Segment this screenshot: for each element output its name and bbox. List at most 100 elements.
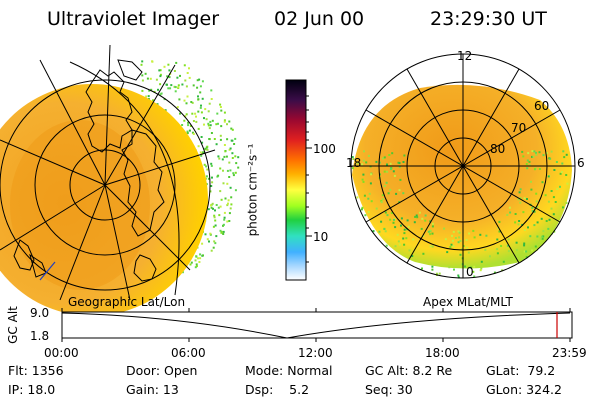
mag-noise-dot bbox=[372, 230, 375, 233]
mlt-label-6: 6 bbox=[577, 156, 585, 170]
mag-noise-dot bbox=[431, 268, 434, 271]
mag-noise-dot bbox=[362, 173, 365, 176]
mag-noise-dot bbox=[539, 237, 542, 240]
altitude-ytick-max: 9.0 bbox=[30, 306, 50, 320]
mag-noise-dot bbox=[375, 207, 378, 210]
geo-noise-dot bbox=[186, 95, 189, 98]
mlat-label-60: 60 bbox=[534, 99, 550, 113]
geo-noise-dot bbox=[222, 182, 225, 185]
geo-noise-dot bbox=[202, 151, 205, 154]
mag-noise-dot bbox=[565, 153, 568, 156]
mag-noise-dot bbox=[449, 246, 452, 248]
geo-noise-dot bbox=[234, 155, 237, 158]
geo-coast-blue bbox=[39, 261, 56, 281]
mag-noise-dot bbox=[431, 245, 434, 248]
mag-noise-dot bbox=[518, 220, 521, 222]
altitude-xtick-2359: 23:59 bbox=[552, 346, 587, 360]
altitude-xtick-1200: 12:00 bbox=[298, 346, 333, 360]
geo-noise-dot bbox=[230, 196, 233, 199]
mag-noise-dot bbox=[431, 222, 434, 225]
mag-noise-dot bbox=[383, 170, 386, 173]
geo-noise-dot bbox=[231, 157, 234, 159]
mag-noise-dot bbox=[521, 150, 524, 153]
geo-noise-dot bbox=[232, 172, 235, 175]
mag-noise-dot bbox=[362, 180, 365, 183]
color-scale-frame bbox=[285, 79, 307, 281]
mag-noise-dot bbox=[356, 162, 359, 165]
geo-noise-dot bbox=[204, 147, 207, 150]
geo-noise-dot bbox=[196, 86, 199, 89]
geo-noise-dot bbox=[159, 75, 162, 78]
geo-noise-dot bbox=[192, 133, 195, 135]
mag-noise-dot bbox=[515, 249, 518, 252]
mag-noise-dot bbox=[392, 221, 395, 224]
geo-noise-dot bbox=[206, 238, 209, 241]
mag-noise-dot bbox=[396, 233, 399, 236]
mag-noise-dot bbox=[356, 196, 359, 199]
info-dsp: Dsp: 5.2 bbox=[245, 382, 310, 397]
mag-noise-dot bbox=[388, 154, 391, 156]
mag-noise-dot bbox=[406, 219, 409, 222]
mag-noise-dot bbox=[370, 173, 372, 176]
geo-noise-dot bbox=[222, 223, 225, 226]
geo-noise-dot bbox=[179, 112, 181, 115]
geo-noise-dot bbox=[174, 90, 177, 93]
mag-noise-dot bbox=[459, 240, 462, 242]
mag-noise-dot bbox=[509, 211, 512, 214]
geo-noise-dot bbox=[211, 176, 213, 179]
geo-noise-dot bbox=[141, 60, 144, 63]
mag-noise-dot bbox=[438, 272, 441, 275]
mag-noise-dot bbox=[559, 185, 561, 188]
mag-noise-dot bbox=[525, 163, 528, 165]
mag-noise-dot bbox=[535, 153, 538, 156]
geo-noise-dot bbox=[199, 85, 202, 88]
geo-noise-dot bbox=[218, 214, 221, 217]
geo-noise-dot bbox=[211, 202, 214, 205]
geo-noise-dot bbox=[183, 99, 186, 102]
mag-noise-dot bbox=[453, 268, 455, 271]
geo-noise-dot bbox=[195, 263, 198, 266]
geo-noise-dot bbox=[220, 125, 223, 128]
geo-noise-dot bbox=[229, 207, 232, 210]
mag-noise-dot bbox=[394, 226, 397, 229]
mag-mlt-grid bbox=[351, 54, 575, 278]
geo-noise-dot bbox=[210, 206, 213, 209]
mag-noise-dot bbox=[398, 201, 401, 204]
geo-noise-dot bbox=[220, 198, 223, 201]
mag-noise-dot bbox=[519, 201, 522, 204]
geo-noise-dot bbox=[145, 95, 148, 98]
geo-noise-dot bbox=[189, 263, 192, 266]
geo-noise-dot bbox=[164, 109, 167, 112]
geo-noise-dot bbox=[237, 156, 240, 159]
geo-noise-dot bbox=[167, 63, 170, 66]
mag-noise-dot bbox=[370, 200, 373, 203]
mag-noise-dot bbox=[531, 150, 534, 153]
geo-noise-dot bbox=[181, 83, 184, 86]
mag-noise-dot bbox=[526, 198, 528, 200]
geo-noise-dot bbox=[219, 229, 222, 232]
geo-noise-dot bbox=[223, 218, 226, 221]
geo-noise-dot bbox=[199, 91, 202, 94]
geo-noise-dot bbox=[209, 120, 212, 123]
geo-noise-dot bbox=[223, 155, 226, 158]
geo-noise-dot bbox=[159, 69, 162, 72]
geo-noise-dot bbox=[192, 84, 195, 87]
geo-noise-dot bbox=[223, 144, 226, 146]
date-label: 02 Jun 00 bbox=[274, 8, 365, 30]
mag-noise-dot bbox=[381, 198, 384, 201]
geo-noise-dot bbox=[215, 143, 218, 146]
geo-lon-grid bbox=[0, 44, 216, 301]
mlt-label-12: 12 bbox=[457, 49, 473, 63]
geo-noise-dot bbox=[219, 134, 222, 137]
mag-noise-dot bbox=[496, 252, 499, 255]
mag-noise-dot bbox=[382, 157, 384, 160]
mag-noise-dot bbox=[541, 235, 544, 238]
geo-noise-dot bbox=[219, 106, 222, 108]
geo-noise-dot bbox=[197, 95, 199, 98]
geo-noise-dot bbox=[228, 148, 231, 151]
geo-noise-dot bbox=[166, 75, 169, 78]
mag-noise-dot bbox=[473, 265, 476, 268]
geo-noise-dot bbox=[217, 155, 220, 158]
mag-noise-dot bbox=[496, 238, 499, 241]
geo-noise-dot bbox=[151, 60, 154, 63]
